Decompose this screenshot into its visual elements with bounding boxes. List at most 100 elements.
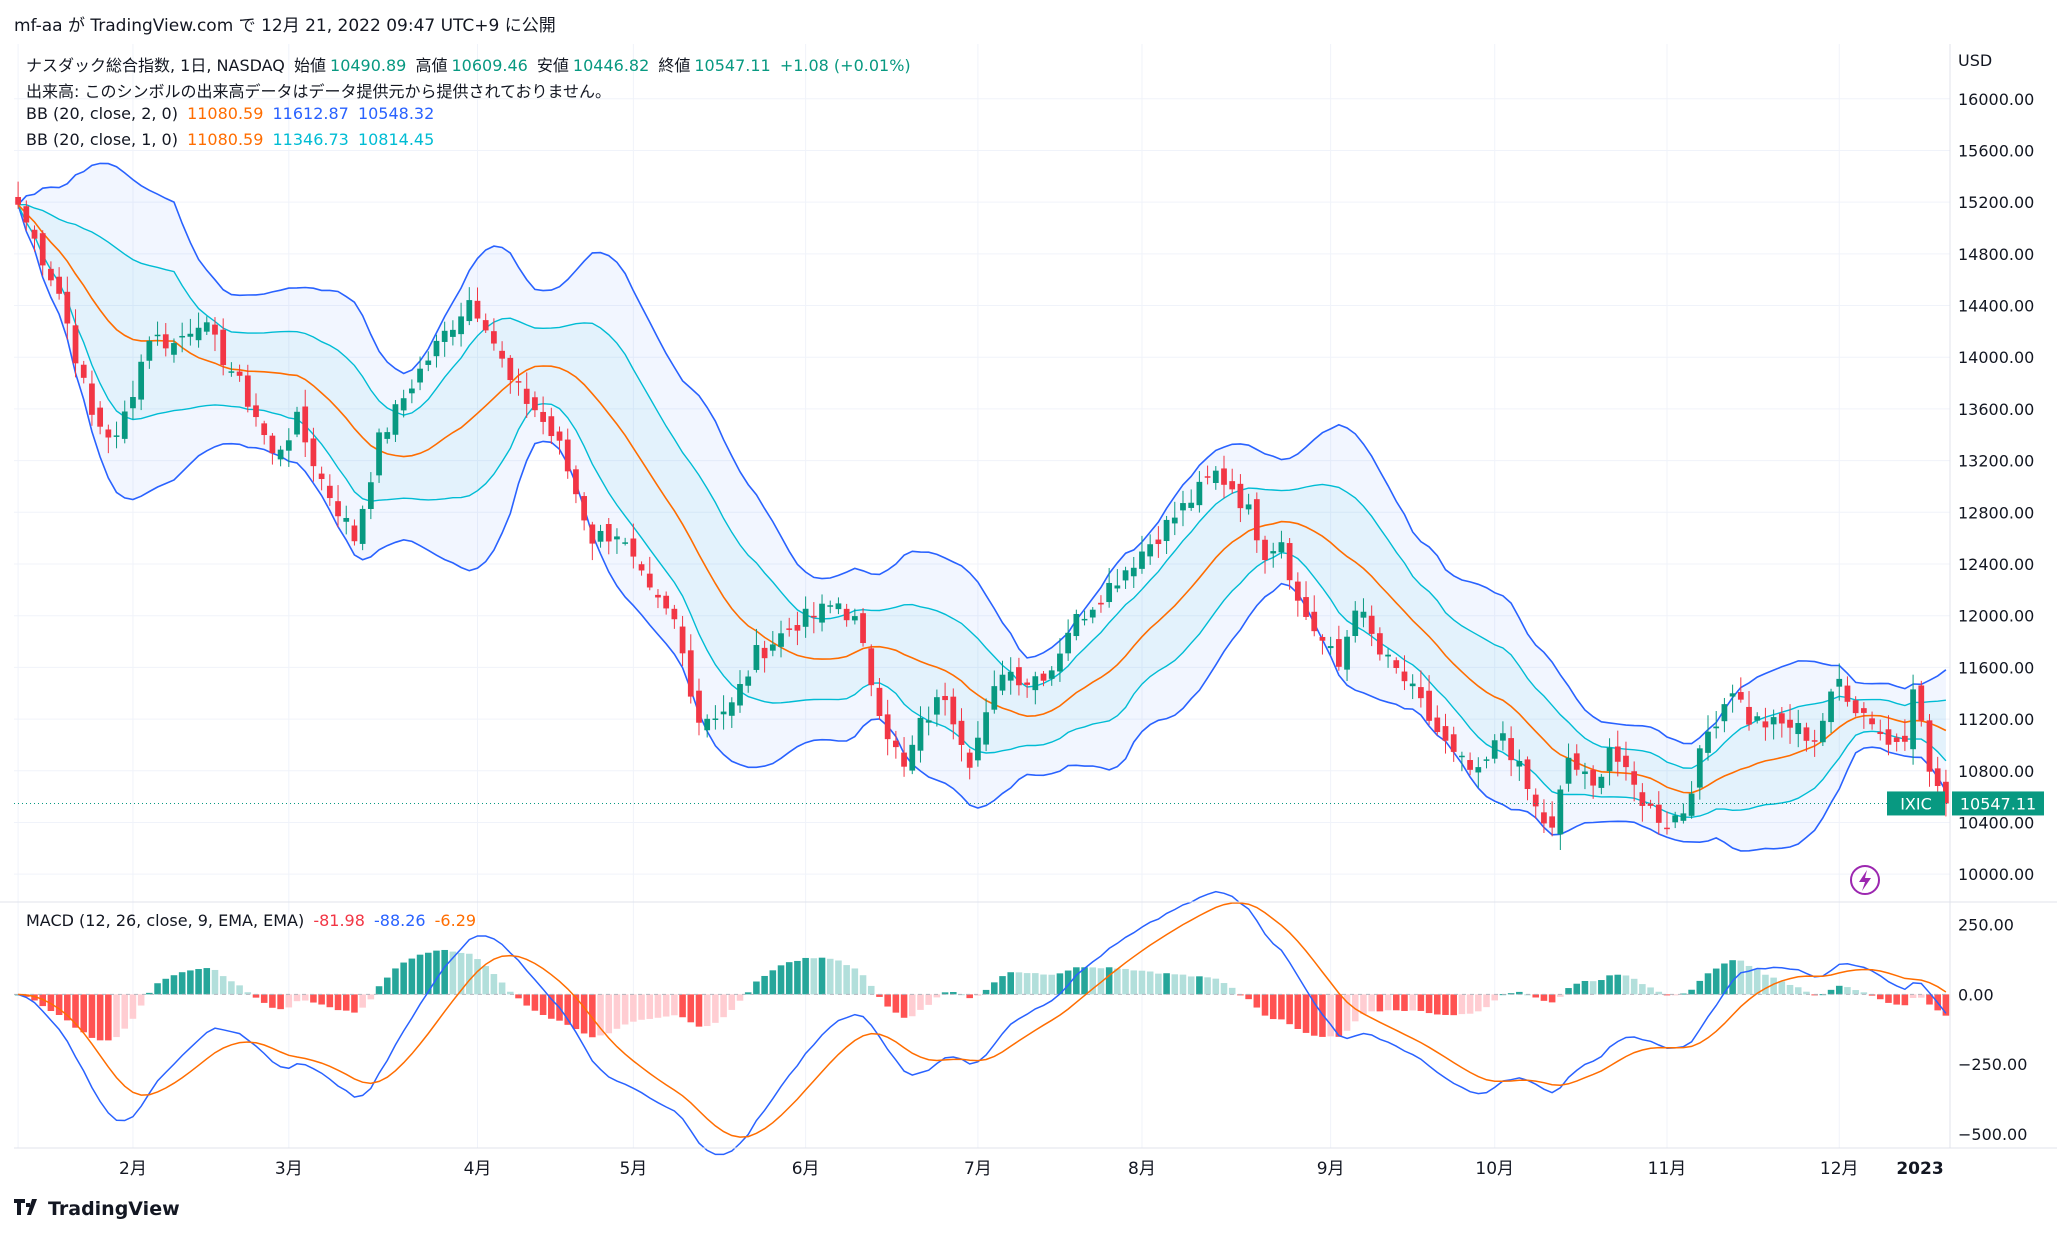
macd-hist-bar xyxy=(1368,994,1375,1012)
macd-hist-bar xyxy=(1401,994,1408,1011)
volume-note: 出来高: このシンボルの出来高データはデータ提供元から提供されておりません。 xyxy=(26,78,615,102)
macd-hist-bar xyxy=(1392,994,1400,1011)
last-price-tag-label: 10547.11 xyxy=(1960,794,2036,813)
macd-hist-bar xyxy=(917,994,924,1010)
price-tick-label: 13600.00 xyxy=(1958,400,2034,419)
candle-body xyxy=(958,720,965,745)
macd-hist-bar xyxy=(867,985,875,995)
candle-body xyxy=(203,322,210,332)
candle-body xyxy=(1828,691,1834,723)
candle-body xyxy=(1221,468,1227,485)
macd-hist-bar xyxy=(195,969,202,995)
macd-hist-bar xyxy=(630,994,637,1022)
candle-body xyxy=(597,530,604,542)
candle-body xyxy=(1762,721,1769,728)
candle-body xyxy=(80,364,87,378)
macd-hist-bar xyxy=(1827,989,1835,995)
last-price-tag xyxy=(1952,791,2044,816)
candle-body xyxy=(1385,654,1391,657)
macd-hist-bar xyxy=(1655,991,1663,995)
candle-body xyxy=(851,616,858,621)
candle-body xyxy=(1303,597,1309,617)
candle-body xyxy=(1737,692,1744,700)
macd-hist-bar xyxy=(950,992,957,995)
macd-hist-bar xyxy=(1688,989,1695,995)
candle-body xyxy=(384,432,391,439)
price-tick-label: 11200.00 xyxy=(1958,710,2034,729)
candle-body xyxy=(655,594,661,598)
candle-body xyxy=(1549,816,1556,828)
symbol-name[interactable]: ナスダック総合指数, 1日, NASDAQ xyxy=(26,56,285,75)
candle-body xyxy=(408,388,415,394)
candle-body xyxy=(876,687,883,716)
candle-body xyxy=(187,333,194,337)
candle-body xyxy=(975,737,981,761)
macd-label: MACD (12, 26, close, 9, EMA, EMA) xyxy=(26,911,305,930)
candle-body xyxy=(1376,633,1383,655)
candle-body xyxy=(1393,660,1400,669)
macd-hist-bar xyxy=(1516,991,1523,995)
candle-body xyxy=(179,335,186,338)
candle-body xyxy=(942,695,948,701)
time-tick-label: 5月 xyxy=(619,1159,647,1179)
macd-hist-bar xyxy=(876,994,883,997)
macd-hist-bar xyxy=(252,994,260,998)
macd-hist-bar xyxy=(400,962,407,995)
bb1-upper: 11612.87 xyxy=(272,104,349,123)
candle-body xyxy=(302,406,309,443)
macd-hist-bar xyxy=(908,994,916,1017)
candle-body xyxy=(1852,700,1859,714)
candle-body xyxy=(1057,653,1063,672)
macd-hist-bar xyxy=(269,994,276,1008)
candle-body xyxy=(171,343,177,355)
candle-body xyxy=(1401,671,1408,682)
macd-hist-bar xyxy=(695,994,703,1027)
macd-hist-bar xyxy=(1942,994,1950,1016)
macd-hist-bar xyxy=(31,994,38,1001)
candle-body xyxy=(1130,567,1137,577)
macd-hist-bar xyxy=(1622,975,1630,995)
macd-legend[interactable]: MACD (12, 26, close, 9, EMA, EMA) -81.98… xyxy=(26,911,480,930)
candle-body xyxy=(1918,685,1925,721)
candle-body xyxy=(1934,768,1941,787)
candle-body xyxy=(892,740,899,748)
macd-hist-bar xyxy=(154,983,161,995)
candle-body xyxy=(1598,776,1605,788)
candle-body xyxy=(1171,517,1178,524)
candle-body xyxy=(1262,539,1268,561)
macd-hist-bar xyxy=(1155,973,1162,995)
macd-hist-bar xyxy=(736,994,744,1001)
bb2-legend[interactable]: BB (20, close, 1, 0) 11080.59 11346.73 1… xyxy=(26,130,438,149)
macd-hist-bar xyxy=(1278,994,1285,1020)
candle-body xyxy=(351,525,358,542)
macd-hist-bar xyxy=(1450,994,1457,1016)
candle-body xyxy=(1442,726,1449,741)
tradingview-brand[interactable]: TradingView xyxy=(14,1198,180,1220)
candle-body xyxy=(663,595,670,609)
macd-hist-bar xyxy=(1007,972,1014,995)
candle-body xyxy=(1319,636,1326,641)
macd-hist-bar xyxy=(408,958,416,995)
macd-hist-bar xyxy=(1548,994,1556,1003)
bb1-legend[interactable]: BB (20, close, 2, 0) 11080.59 11612.87 1… xyxy=(26,104,438,123)
candle-body xyxy=(1811,740,1818,742)
macd-hist-bar xyxy=(1442,994,1449,1015)
macd-hist-bar xyxy=(835,960,842,995)
candle-body xyxy=(450,329,456,337)
time-tick-label: 9月 xyxy=(1317,1159,1345,1179)
macd-hist-bar xyxy=(1860,992,1868,995)
low-value: 10446.82 xyxy=(572,56,650,75)
macd-hist-bar xyxy=(1204,977,1211,995)
candle-body xyxy=(622,542,629,544)
close-label: 終値 xyxy=(658,56,691,75)
candle-body xyxy=(548,416,555,437)
macd-hist-bar xyxy=(1630,978,1638,995)
candle-body xyxy=(1893,737,1900,742)
price-pane: IXIC 10547.11 xyxy=(14,162,2044,895)
candle-body xyxy=(1606,747,1613,772)
macd-hist-bar xyxy=(1032,973,1039,995)
candle-body xyxy=(1614,746,1621,762)
candle-body xyxy=(1541,812,1547,824)
macd-hist-bar xyxy=(1417,994,1425,1011)
